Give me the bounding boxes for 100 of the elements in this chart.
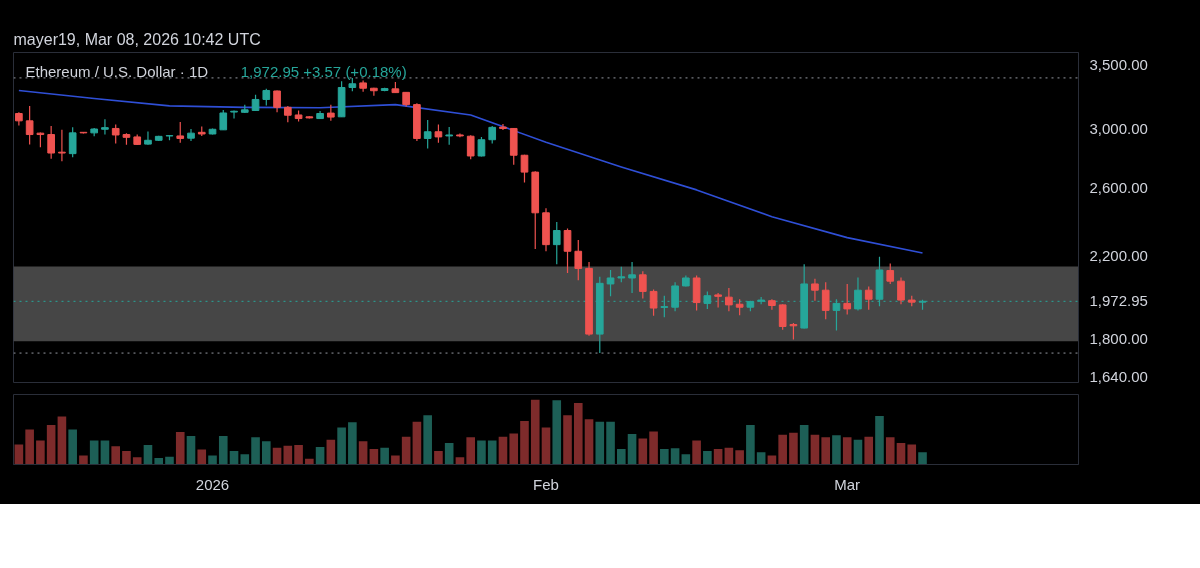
- candlestick: [714, 292, 722, 309]
- x-tick-label: Feb: [533, 475, 559, 493]
- text: mayer19, Mar 08, 2026 10:42 UTC: [13, 30, 261, 48]
- bar: [617, 448, 626, 465]
- bar: [315, 447, 325, 465]
- candlestick: [25, 105, 34, 145]
- bar: [563, 415, 572, 465]
- candlestick: [563, 228, 572, 274]
- bar: [477, 440, 486, 465]
- candlestick: [628, 261, 636, 294]
- candlestick: [778, 303, 787, 331]
- y-tick-label: 3,000.00: [1089, 119, 1148, 137]
- candlestick: [68, 126, 77, 158]
- bar: [466, 437, 475, 465]
- bar: [735, 450, 744, 465]
- candlestick: [725, 287, 733, 312]
- y-tick-label: 3,500.00: [1089, 56, 1148, 74]
- bar: [767, 455, 777, 465]
- bar: [918, 452, 927, 465]
- bar: [832, 435, 841, 465]
- bar: [713, 448, 723, 465]
- bar: [896, 443, 906, 465]
- bar: [111, 446, 120, 465]
- bar: [240, 454, 250, 465]
- y-tick-label: 1,800.00: [1089, 330, 1148, 348]
- y-tick-label: 1,640.00: [1089, 368, 1148, 386]
- bar: [14, 444, 24, 465]
- bar: [423, 415, 432, 465]
- bar: [498, 436, 508, 465]
- bar: [122, 450, 131, 465]
- bar: [660, 448, 669, 465]
- bar: [810, 434, 820, 465]
- candlestick: [886, 262, 895, 285]
- candlestick: [520, 154, 529, 184]
- bar: [348, 422, 357, 465]
- bar: [132, 457, 142, 465]
- line-series: [18, 89, 924, 254]
- bar: [175, 432, 185, 465]
- bar: [595, 421, 605, 465]
- candlestick: [552, 221, 561, 265]
- bar: [25, 429, 34, 465]
- bar: [789, 432, 798, 465]
- candlestick: [864, 285, 873, 311]
- bar: [380, 447, 389, 465]
- candlestick: [111, 123, 120, 145]
- y-tick-label: 2,200.00: [1089, 247, 1148, 265]
- candlestick: [370, 87, 378, 97]
- bar: [444, 443, 454, 465]
- bar: [692, 440, 701, 465]
- bar: [68, 429, 77, 465]
- bar: [509, 433, 519, 465]
- bar: [584, 419, 594, 465]
- bar: [541, 427, 551, 465]
- bar: [337, 427, 346, 465]
- bar: [165, 456, 174, 465]
- bar: [487, 440, 497, 465]
- bar: [455, 457, 465, 465]
- bar: [681, 454, 691, 465]
- bar: [197, 449, 207, 465]
- candlestick: [811, 278, 819, 302]
- bar: [326, 439, 336, 465]
- bar: [864, 436, 874, 465]
- bar: [412, 421, 422, 465]
- y-tick-label: 2,600.00: [1089, 178, 1148, 196]
- candlestick: [574, 239, 583, 281]
- bar: [530, 399, 540, 465]
- bar: [799, 424, 809, 465]
- bar: [46, 424, 56, 465]
- bar: [520, 421, 529, 465]
- bar: [294, 445, 303, 465]
- bar: [186, 435, 196, 465]
- bar: [907, 444, 917, 465]
- annotation: 1,972.95 +3.57 (+0.18%): [240, 62, 407, 80]
- bar: [305, 458, 314, 465]
- candlestick: [47, 125, 55, 160]
- bar: [573, 402, 583, 465]
- bar: [853, 439, 863, 465]
- bar: [401, 436, 411, 465]
- bar: [606, 421, 615, 465]
- x-tick-label: Mar: [834, 475, 861, 493]
- candlestick: [101, 118, 109, 136]
- candlestick: [843, 283, 852, 316]
- candlestick: [434, 123, 443, 144]
- bar: [778, 434, 787, 465]
- ref-line-label: 1,972.95: [1089, 292, 1148, 310]
- x-tick-label: 2026: [195, 475, 230, 493]
- candlestick: [606, 269, 615, 297]
- bar: [154, 458, 164, 465]
- text: Ethereum / U.S. Dollar · 1D: [25, 62, 209, 80]
- candlestick: [230, 109, 238, 120]
- bar: [638, 438, 648, 465]
- candlestick: [897, 276, 905, 305]
- bar: [143, 445, 153, 465]
- bar: [703, 450, 712, 465]
- bar: [434, 450, 443, 465]
- candlestick: [423, 119, 432, 150]
- bar: [262, 441, 271, 465]
- bar: [875, 415, 884, 465]
- candlestick: [477, 136, 486, 158]
- bar: [208, 455, 217, 465]
